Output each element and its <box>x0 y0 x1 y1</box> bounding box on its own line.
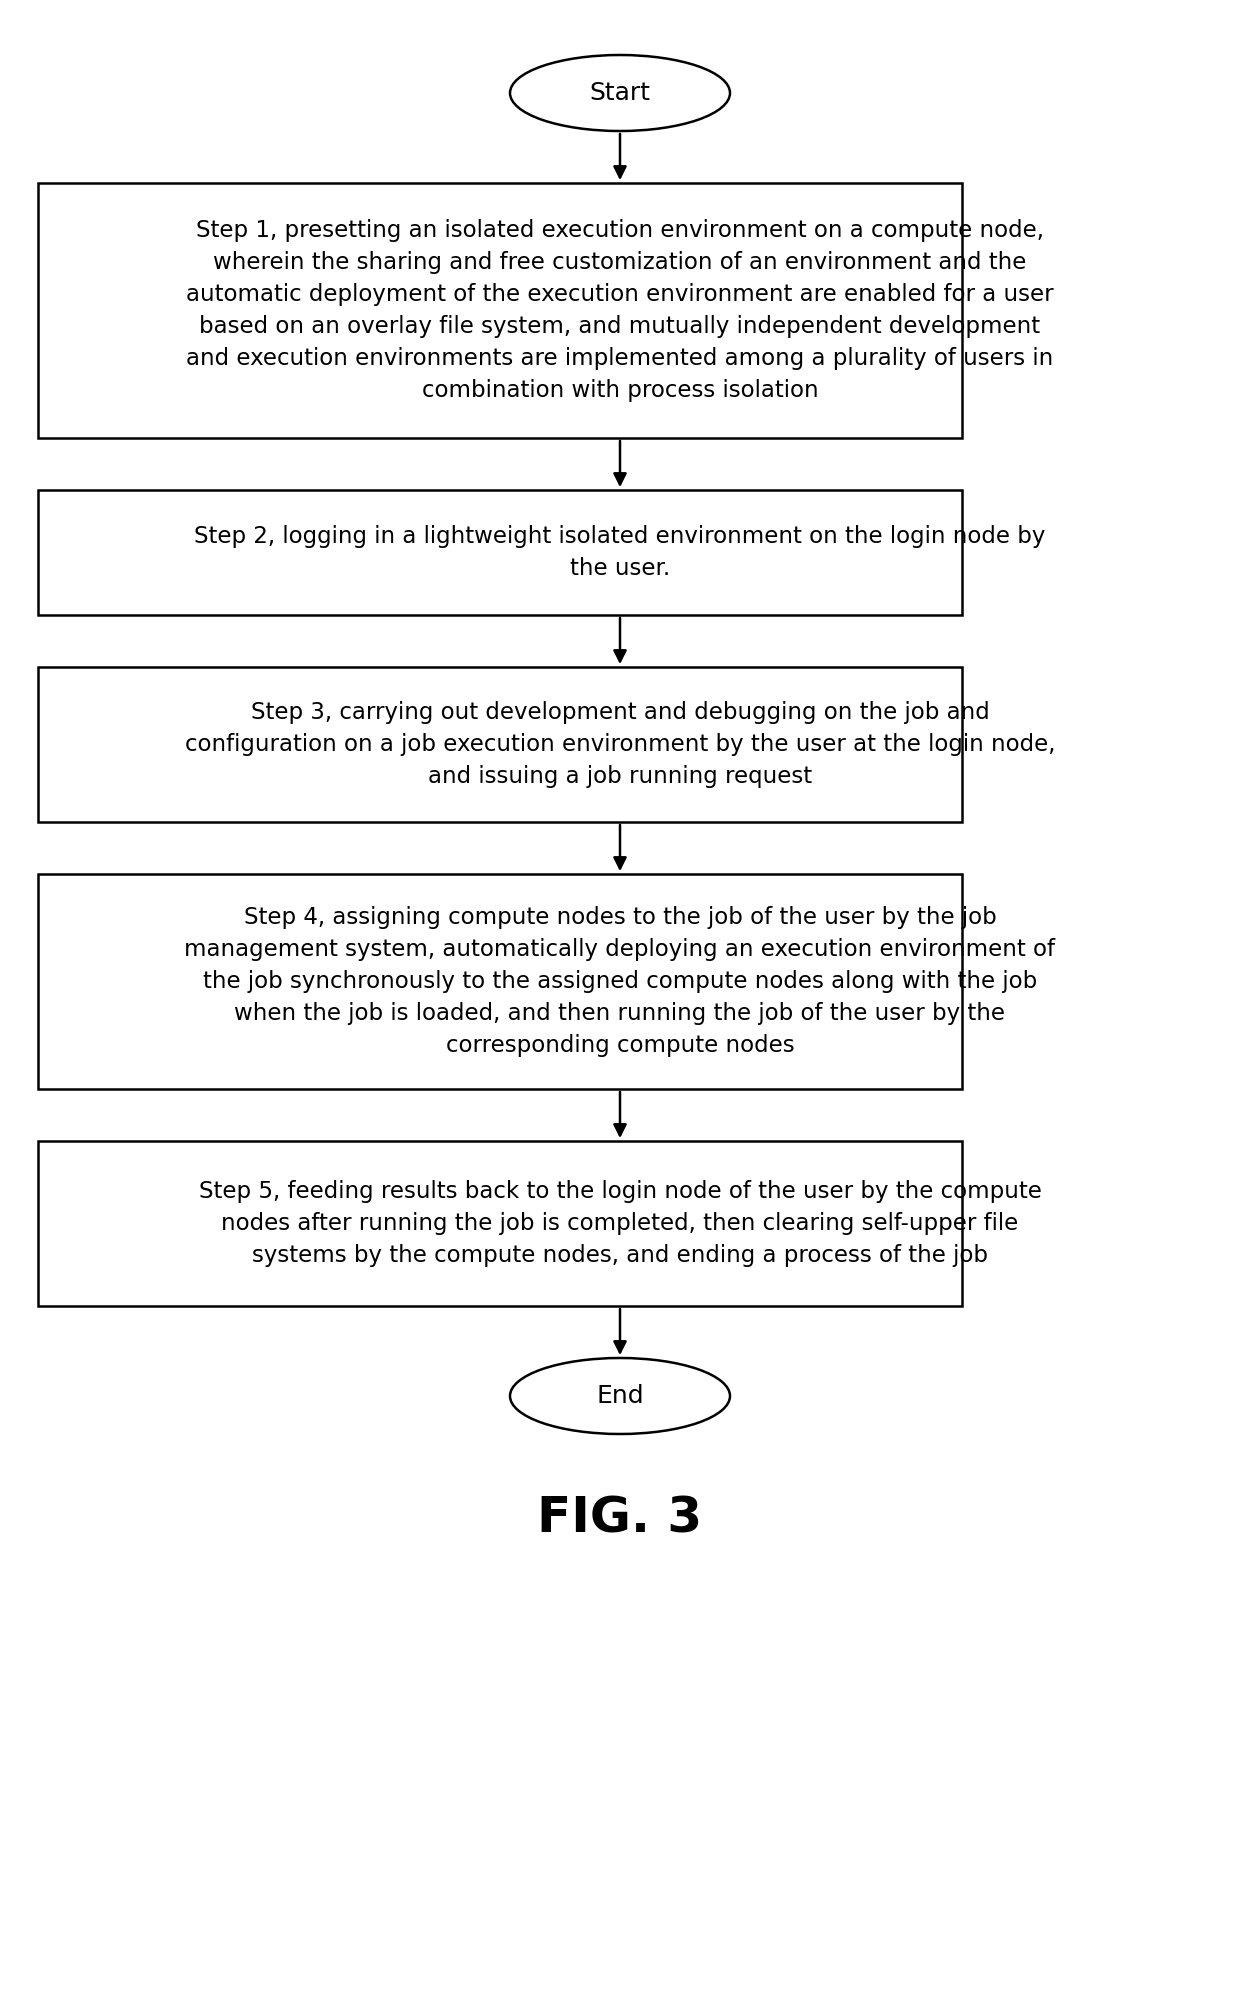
Ellipse shape <box>510 1359 730 1434</box>
FancyBboxPatch shape <box>38 1141 962 1307</box>
Text: Step 4, assigning compute nodes to the job of the user by the job
management sys: Step 4, assigning compute nodes to the j… <box>185 906 1055 1058</box>
Text: Step 2, logging in a lightweight isolated environment on the login node by
the u: Step 2, logging in a lightweight isolate… <box>195 526 1045 580</box>
FancyBboxPatch shape <box>38 490 962 616</box>
Text: Step 3, carrying out development and debugging on the job and
configuration on a: Step 3, carrying out development and deb… <box>185 701 1055 789</box>
Text: Step 1, presetting an isolated execution environment on a compute node,
wherein : Step 1, presetting an isolated execution… <box>186 219 1054 402</box>
Text: Step 5, feeding results back to the login node of the user by the compute
nodes : Step 5, feeding results back to the logi… <box>198 1179 1042 1267</box>
FancyBboxPatch shape <box>38 874 962 1090</box>
Text: FIG. 3: FIG. 3 <box>537 1496 703 1544</box>
FancyBboxPatch shape <box>38 183 962 438</box>
Text: Start: Start <box>589 82 651 106</box>
Text: End: End <box>596 1384 644 1408</box>
Ellipse shape <box>510 56 730 131</box>
FancyBboxPatch shape <box>38 667 962 823</box>
